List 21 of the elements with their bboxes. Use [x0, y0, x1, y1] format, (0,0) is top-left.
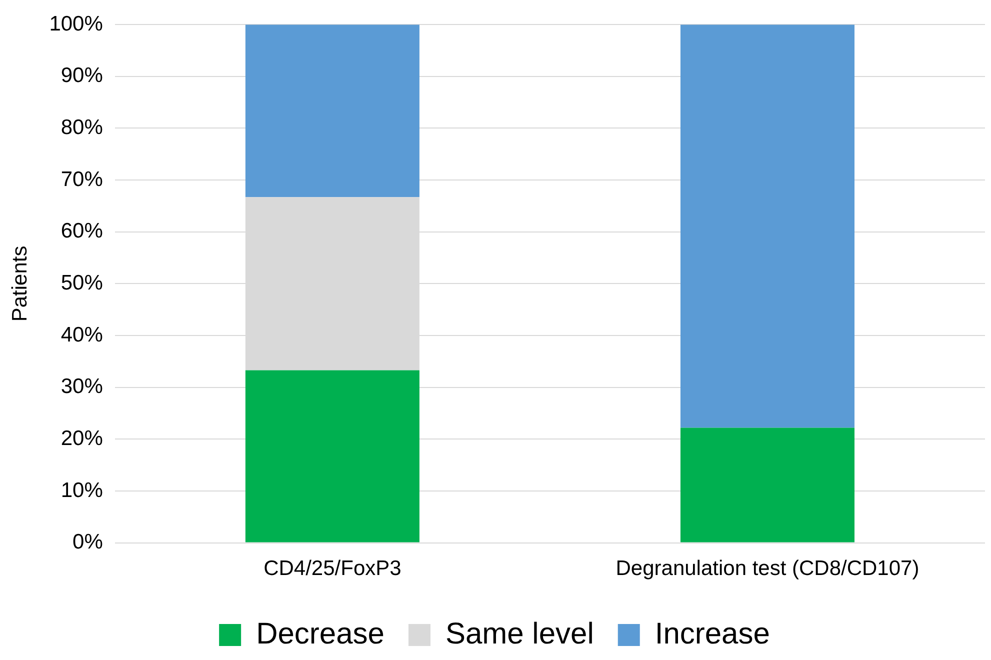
y-tick-label: 70%	[60, 168, 103, 191]
x-tick-label: CD4/25/FoxP3	[264, 557, 402, 580]
y-tick-label: 100%	[49, 12, 103, 36]
bar	[245, 24, 420, 198]
bar	[245, 370, 420, 542]
y-tick-label: 10%	[60, 478, 103, 502]
bar	[680, 428, 854, 542]
legend-label: Increase	[654, 617, 770, 650]
y-tick-label: 80%	[60, 116, 103, 140]
y-tick-label: 50%	[60, 271, 103, 294]
y-tick-label: 60%	[60, 220, 103, 243]
y-tick-label: 40%	[60, 323, 103, 346]
y-tick-label: 90%	[60, 64, 103, 88]
y-axis-title: Patients	[8, 246, 32, 322]
legend-label: Decrease	[256, 617, 384, 650]
y-tick-label: 0%	[72, 530, 103, 554]
y-tick-label: 20%	[60, 426, 103, 450]
bar	[680, 24, 854, 428]
x-tick-label: Degranulation test (CD8/CD107)	[616, 557, 920, 580]
legend-label: Same level	[445, 617, 594, 650]
y-tick-label: 30%	[60, 375, 103, 398]
